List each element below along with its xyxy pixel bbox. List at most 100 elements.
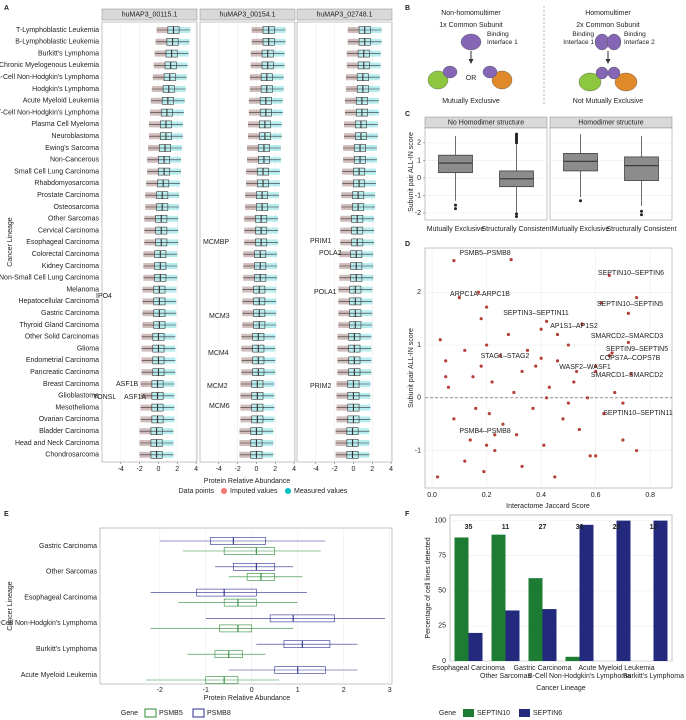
y-tick-label: 2 (417, 140, 421, 147)
y-tick-label: -1 (415, 447, 421, 454)
category-label: Non-Cancerous (50, 157, 100, 164)
labeled-point (555, 332, 560, 337)
point (452, 259, 456, 263)
category-label: T-Cell Non-Hodgkin's Lymphoma (0, 109, 99, 116)
gene-annotation: MCM2 (207, 383, 228, 390)
x-tick-label: Other Sarcomas (480, 673, 531, 680)
x-tick-label: -4 (118, 466, 124, 473)
category-label: Bladder Carcinoma (39, 428, 99, 435)
category-label: Kidney Carcinoma (42, 263, 99, 270)
category-label: B-Cell Non-Hodgkin's Lymphoma (0, 620, 97, 627)
category-label: Burkitt's Lymphoma (36, 646, 97, 653)
category-label: T-Lymphoblastic Leukemia (16, 27, 99, 34)
outlier (515, 132, 518, 136)
count-label: 28 (613, 524, 621, 531)
x-tick-label: 0.0 (427, 492, 437, 499)
gene-annotation: MCM4 (208, 350, 229, 357)
interface-label: Binding Interface 1 (563, 31, 594, 46)
point (485, 343, 489, 347)
facet-strip (101, 8, 198, 21)
count-label: 35 (465, 524, 473, 531)
category-label: Endometrial Carcinoma (26, 357, 99, 364)
diagram-subtitle: 2x Common Subunit (576, 22, 639, 29)
category-label: Other Sarcomas (46, 569, 97, 576)
point (634, 448, 639, 453)
point (468, 438, 472, 442)
x-tick-label: 4 (292, 466, 296, 473)
point (577, 427, 581, 432)
y-tick-label: 25 (438, 623, 446, 630)
outlier (454, 203, 457, 207)
category-label: Esophageal Carcinoma (24, 594, 97, 601)
point (435, 475, 440, 479)
subunit (482, 65, 498, 79)
bar (505, 610, 520, 661)
interface-label-box: Binding Interface 2 (624, 31, 655, 46)
category-label: Chondrosarcoma (45, 452, 99, 459)
category-label: Acute Myeloid Leukemia (23, 98, 99, 105)
box (205, 676, 239, 684)
category-label: Melanoma (66, 286, 99, 293)
category-label: B-Cell Non-Hodgkin's Lymphoma (0, 74, 99, 81)
box (624, 156, 659, 181)
x-tick-label: -2 (137, 466, 143, 473)
legend-title: Data points (179, 488, 215, 495)
x-tick-label: Burkitt's Lymphoma (623, 673, 684, 680)
point (539, 327, 543, 331)
point (626, 311, 630, 316)
result-label: Not Mutually Exclusive (573, 98, 644, 105)
category-label: Other Sarcomas (48, 216, 99, 223)
x-axis-label: Cancer Lineage (536, 685, 586, 692)
bar (653, 520, 668, 661)
category-label: Plasma Cell Myeloma (31, 121, 99, 128)
gene-annotation: MCMBP (203, 239, 229, 246)
x-axis-label: Protein Relative Abundance (204, 695, 290, 702)
count-label: 36 (576, 524, 584, 531)
point (463, 459, 467, 463)
interface-label-box: Binding Interface 1 (563, 31, 594, 46)
legend-label: PSMB5 (159, 710, 183, 717)
point (476, 290, 481, 294)
panel-letter: D (405, 241, 410, 248)
panel-letter: E (4, 511, 9, 518)
subunit (595, 66, 609, 80)
result-label: Mutually Exclusive (442, 98, 500, 105)
point (501, 422, 505, 426)
gene-annotation: PRIM2 (310, 383, 332, 390)
point (607, 354, 611, 358)
subunit (460, 33, 482, 51)
x-tick-label: Esophageal Carcinoma (432, 665, 505, 672)
point (566, 401, 571, 405)
labeled-point (539, 356, 543, 360)
count-label: 27 (539, 524, 547, 531)
outlier (454, 207, 457, 211)
x-tick-label: -2 (235, 466, 241, 473)
category-label: B-Lymphoblastic Leukemia (15, 39, 99, 46)
point (547, 385, 551, 389)
box (210, 537, 266, 545)
point (444, 375, 448, 379)
point (580, 322, 584, 326)
category-label: Hodgkin's Lymphoma (32, 86, 99, 93)
x-tick-label: 0.2 (482, 492, 492, 499)
box (274, 666, 326, 674)
point (446, 385, 451, 389)
panel-letter: F (405, 511, 410, 518)
x-tick-label: 2 (273, 466, 277, 473)
point (452, 417, 456, 421)
point (515, 433, 519, 437)
labeled-point (574, 369, 579, 374)
outlier (640, 213, 643, 217)
plot-panel (296, 21, 393, 463)
legend-swatch (519, 709, 530, 717)
box (233, 562, 276, 571)
gene-annotation: POLA2 (319, 250, 342, 257)
category-label: Hepatocellular Carcinoma (18, 298, 99, 305)
y-tick-label: 75 (438, 553, 446, 560)
outlier (515, 212, 518, 216)
y-tick-label: 0 (417, 395, 421, 402)
point (602, 412, 606, 416)
category-label: Colorectal Carcinoma (32, 251, 99, 258)
point (485, 443, 489, 447)
y-tick-label: 50 (438, 588, 446, 595)
